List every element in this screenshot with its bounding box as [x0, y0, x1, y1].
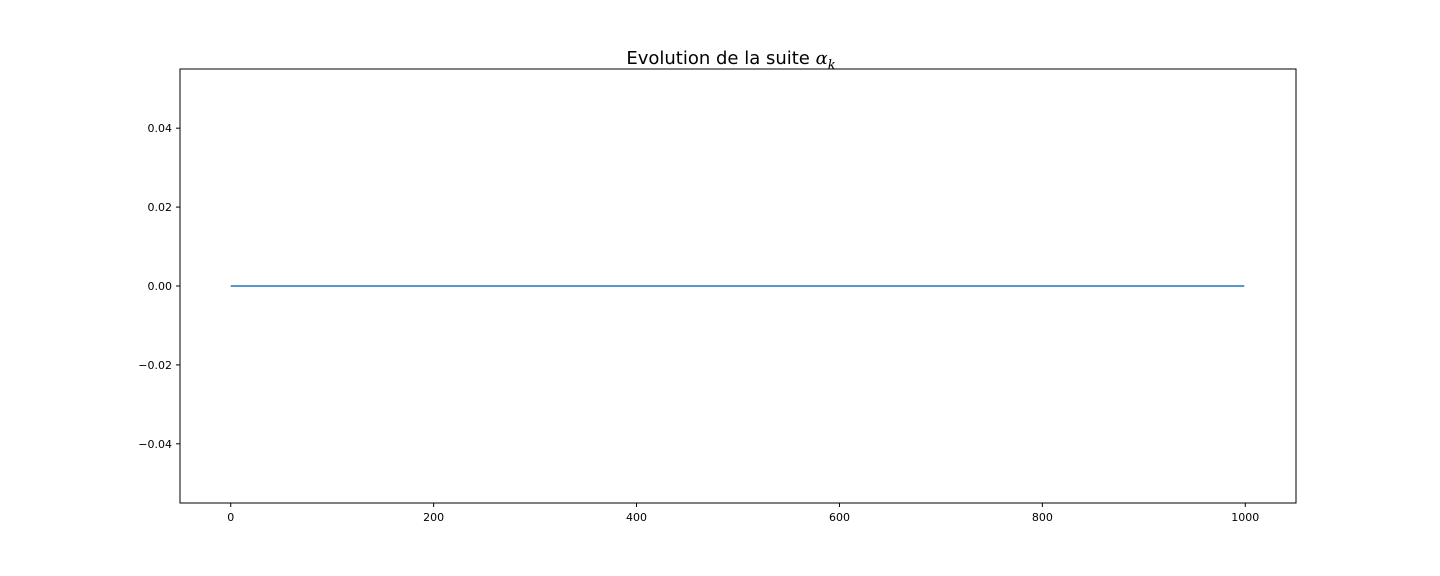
- x-tick-label: 400: [626, 511, 647, 524]
- axis-ticks: 0 200 400 600 800 1000 0.04 0.02 0.00 −0.02 −0.04: [138, 122, 1259, 524]
- y-tick-label: 0.00: [148, 280, 173, 293]
- x-tick-label: 600: [829, 511, 850, 524]
- y-tick-label: −0.02: [138, 359, 172, 372]
- x-tick-label: 1000: [1231, 511, 1259, 524]
- y-tick-label: −0.04: [138, 438, 172, 451]
- x-tick-label: 0: [227, 511, 234, 524]
- chart-title-alpha: α: [816, 48, 828, 69]
- y-tick-label: 0.04: [148, 122, 173, 135]
- x-tick-label: 800: [1032, 511, 1053, 524]
- x-tick-label: 200: [423, 511, 444, 524]
- chart-title-subscript: k: [828, 58, 836, 73]
- y-tick-label: 0.02: [148, 201, 173, 214]
- chart-title: Evolution de la suite αk: [626, 48, 835, 73]
- axes-frame: [179, 68, 1297, 504]
- chart-title-text: Evolution de la suite: [626, 48, 815, 69]
